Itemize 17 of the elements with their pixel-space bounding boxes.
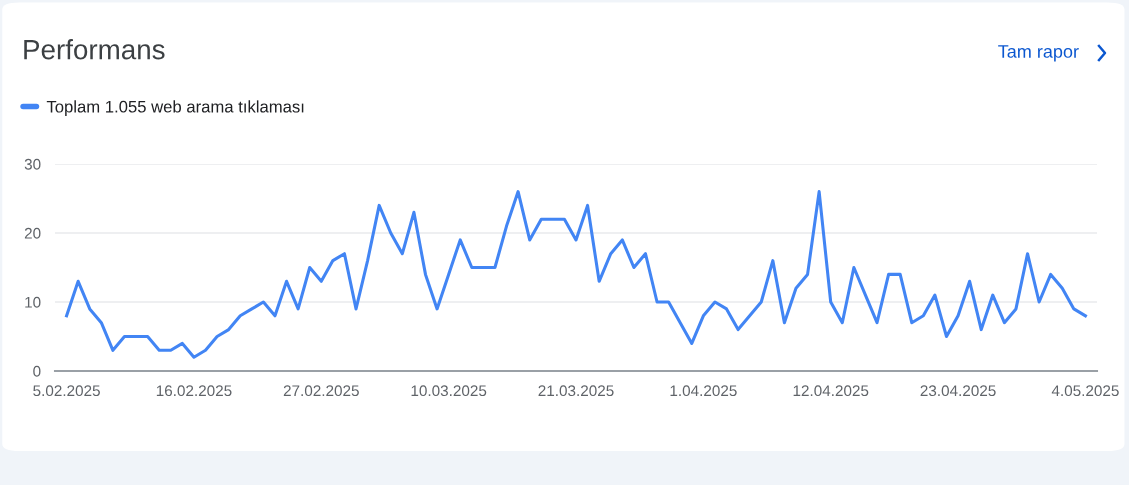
chart-title: Performans	[24, 39, 165, 60]
x-tick-label: 10.03.2025	[411, 385, 487, 397]
x-tick-label: 16.02.2025	[156, 385, 232, 397]
line-series	[65, 190, 1087, 359]
x-tick-label: 4.05.2025	[1051, 385, 1119, 397]
x-tick-label: 1.04.2025	[670, 385, 737, 397]
text: Tam rapor	[998, 45, 1079, 62]
legend-label: Toplam 1.055 web arama tıklaması	[46, 100, 304, 116]
y-tick-label: 20	[24, 227, 41, 239]
x-tick-label: 27.02.2025	[283, 385, 359, 397]
y-tick-label: 0	[33, 365, 41, 377]
x-tick-label: 5.02.2025	[33, 385, 100, 397]
y-tick-label: 10	[25, 296, 41, 308]
x-tick-label: 21.03.2025	[538, 385, 614, 397]
y-tick-label: 30	[24, 158, 41, 170]
x-tick-label: 12.04.2025	[793, 385, 869, 397]
x-tick-label: 23.04.2025	[920, 385, 996, 397]
